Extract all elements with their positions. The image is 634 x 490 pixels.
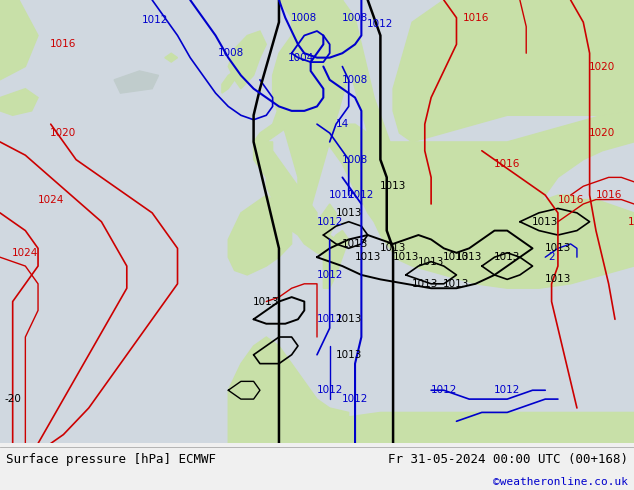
Text: 1020: 1020 bbox=[589, 128, 616, 138]
Text: 1016: 1016 bbox=[462, 13, 489, 23]
Text: 1012: 1012 bbox=[494, 385, 521, 395]
Text: 1013: 1013 bbox=[532, 217, 559, 227]
Text: 1012: 1012 bbox=[430, 385, 457, 395]
Text: 14: 14 bbox=[336, 119, 349, 129]
Text: 1012: 1012 bbox=[316, 314, 343, 324]
Text: 1013: 1013 bbox=[335, 314, 362, 324]
Text: 2: 2 bbox=[548, 252, 555, 262]
Polygon shape bbox=[292, 111, 634, 257]
Text: 1024: 1024 bbox=[37, 195, 64, 204]
Text: 1013: 1013 bbox=[418, 257, 444, 267]
Polygon shape bbox=[228, 195, 292, 275]
Text: 1012: 1012 bbox=[316, 217, 343, 227]
Polygon shape bbox=[0, 0, 38, 80]
Polygon shape bbox=[222, 71, 235, 93]
Polygon shape bbox=[336, 0, 399, 177]
Text: 1013: 1013 bbox=[494, 252, 521, 262]
Text: 1013: 1013 bbox=[335, 350, 362, 360]
Text: 1013: 1013 bbox=[380, 244, 406, 253]
Text: 1008: 1008 bbox=[218, 48, 245, 58]
Text: 1013: 1013 bbox=[456, 252, 482, 262]
Text: Fr 31-05-2024 00:00 UTC (00+168): Fr 31-05-2024 00:00 UTC (00+168) bbox=[387, 453, 628, 466]
Text: 1016: 1016 bbox=[595, 190, 622, 200]
Text: 1016: 1016 bbox=[494, 159, 521, 169]
Text: 1012: 1012 bbox=[329, 190, 356, 200]
Text: 1013: 1013 bbox=[342, 239, 368, 249]
Text: 1012: 1012 bbox=[316, 270, 343, 280]
Polygon shape bbox=[228, 413, 634, 443]
Polygon shape bbox=[393, 0, 634, 142]
Text: 1E: 1E bbox=[628, 217, 634, 227]
Text: 1013: 1013 bbox=[545, 244, 571, 253]
Text: 1013: 1013 bbox=[335, 208, 362, 218]
Text: 1012: 1012 bbox=[316, 385, 343, 395]
Text: 1013: 1013 bbox=[380, 181, 406, 191]
Text: 1013: 1013 bbox=[443, 279, 470, 289]
Text: 1012: 1012 bbox=[367, 20, 394, 29]
Polygon shape bbox=[254, 98, 342, 257]
Text: 1008: 1008 bbox=[342, 75, 368, 85]
Text: 1008: 1008 bbox=[291, 13, 318, 23]
Text: 1016: 1016 bbox=[557, 195, 584, 204]
Text: ©weatheronline.co.uk: ©weatheronline.co.uk bbox=[493, 477, 628, 487]
Text: 1013: 1013 bbox=[545, 274, 571, 284]
Text: 1013: 1013 bbox=[253, 296, 280, 307]
Text: 1008: 1008 bbox=[342, 155, 368, 165]
Text: 1024: 1024 bbox=[12, 248, 39, 258]
Text: 1008: 1008 bbox=[342, 13, 368, 23]
Polygon shape bbox=[165, 53, 178, 62]
Text: 1013: 1013 bbox=[392, 252, 419, 262]
Text: 1012: 1012 bbox=[342, 394, 368, 404]
Text: 1013: 1013 bbox=[411, 279, 438, 289]
Polygon shape bbox=[273, 0, 355, 221]
Polygon shape bbox=[317, 204, 336, 240]
Text: -20: -20 bbox=[4, 394, 21, 404]
Polygon shape bbox=[393, 195, 634, 288]
Polygon shape bbox=[228, 31, 266, 89]
Text: 1013: 1013 bbox=[443, 252, 470, 262]
Text: 1020: 1020 bbox=[50, 128, 77, 138]
Text: Surface pressure [hPa] ECMWF: Surface pressure [hPa] ECMWF bbox=[6, 453, 216, 466]
Polygon shape bbox=[323, 231, 349, 288]
Text: 1020: 1020 bbox=[589, 62, 616, 72]
Text: 1016: 1016 bbox=[50, 39, 77, 49]
Text: 1004: 1004 bbox=[288, 52, 314, 63]
Polygon shape bbox=[0, 89, 38, 115]
Polygon shape bbox=[114, 71, 158, 93]
Polygon shape bbox=[228, 337, 349, 443]
Text: 1012: 1012 bbox=[348, 190, 375, 200]
Text: 1013: 1013 bbox=[354, 252, 381, 262]
Text: 1012: 1012 bbox=[142, 15, 169, 25]
